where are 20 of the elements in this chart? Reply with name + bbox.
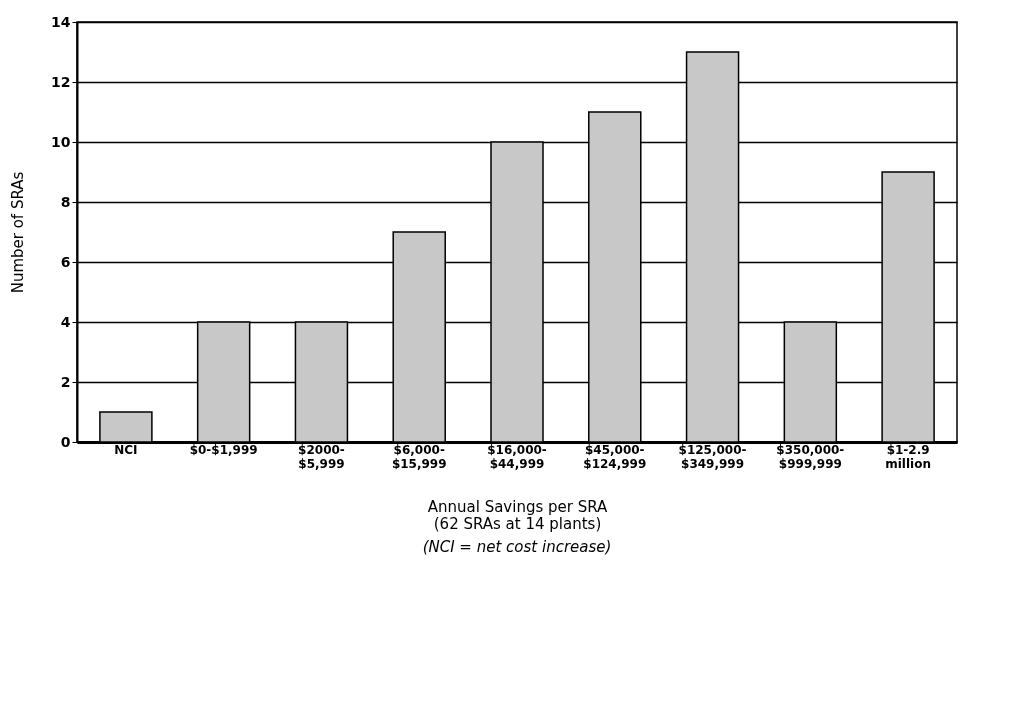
x-tick-label: $1-2.9 million xyxy=(885,442,931,471)
y-tick-label: 14 xyxy=(51,13,71,30)
x-axis-title: Annual Savings per SRA (62 SRAs at 14 plants) xyxy=(427,497,609,533)
y-tick-label: 2 xyxy=(60,373,71,390)
y-tick-label: 0 xyxy=(60,433,71,450)
x-tick-label: $0-$1,999 xyxy=(189,442,258,457)
y-tick-label: 6 xyxy=(60,253,71,270)
x-tick-label: $16,000- $44,999 xyxy=(487,442,547,471)
x-tick-label: $350,000- $999,999 xyxy=(776,442,845,471)
x-tick-label: $45,000- $124,999 xyxy=(583,442,647,471)
y-tick-label: 8 xyxy=(60,193,71,210)
y-tick-label: 12 xyxy=(51,73,71,90)
y-tick-label: 4 xyxy=(60,313,71,330)
y-axis-title: Number of SRAs xyxy=(9,171,28,294)
text: (NCI = net cost increase) xyxy=(422,538,612,556)
y-tick-label: 10 xyxy=(51,133,71,150)
x-tick-label: NCI xyxy=(114,442,138,457)
x-tick-label: $6,000- $15,999 xyxy=(391,442,447,471)
x-tick-label: $2000- $5,999 xyxy=(298,442,345,471)
x-tick-label: $125,000- $349,999 xyxy=(678,442,747,471)
